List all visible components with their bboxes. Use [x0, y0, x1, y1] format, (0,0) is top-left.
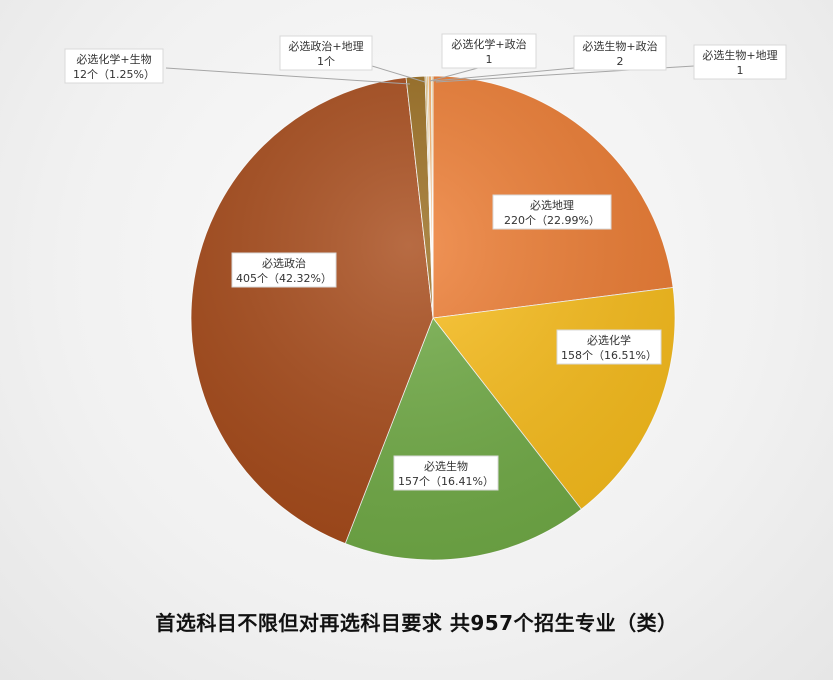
data-label-value: 1 [486, 53, 493, 66]
data-label-value: 12个（1.25%） [73, 68, 155, 81]
leader-line [432, 67, 575, 82]
data-label-name: 必选生物+地理 [702, 48, 777, 62]
data-label-name: 必选化学+政治 [451, 37, 526, 51]
data-labels: 必选地理 220个（22.99%） 必选化学 158个（16.51%） 必选生物 157个… [64, 33, 787, 491]
data-label-value: 220个（22.99%） [504, 214, 600, 227]
leader-line [165, 67, 411, 85]
data-label-box [231, 252, 337, 288]
pie-chart: 必选地理 220个（22.99%） 必选化学 158个（16.51%） 必选生物 157个… [64, 33, 787, 561]
data-label-name: 必选化学 [587, 333, 631, 347]
data-label-name: 必选政治 [262, 256, 306, 270]
data-label-box [279, 35, 373, 71]
data-label-name: 必选地理 [530, 199, 574, 212]
chart-title: 首选科目不限但对再选科目要求 共957个招生专业（类） [155, 611, 678, 635]
data-label-value: 158个（16.51%） [561, 349, 657, 362]
data-label-name: 必选生物 [424, 459, 468, 473]
data-label-box [573, 35, 667, 71]
data-label-value: 157个（16.41%） [398, 475, 494, 488]
data-label-box [492, 194, 612, 230]
data-label-value: 2 [617, 55, 624, 68]
data-label-value: 1个 [317, 55, 335, 68]
data-label-box [556, 329, 662, 365]
data-label-box [441, 33, 537, 69]
data-label-value: 405个（42.32%） [236, 272, 332, 285]
data-label-name: 必选生物+政治 [582, 39, 657, 53]
data-label-name: 必选化学+生物 [76, 52, 151, 66]
data-label-box [693, 44, 787, 80]
data-label-value: 1 [737, 64, 744, 77]
data-label-box [393, 455, 499, 491]
data-label-name: 必选政治+地理 [288, 39, 363, 53]
data-label-box [64, 48, 164, 84]
leader-line [371, 65, 426, 83]
